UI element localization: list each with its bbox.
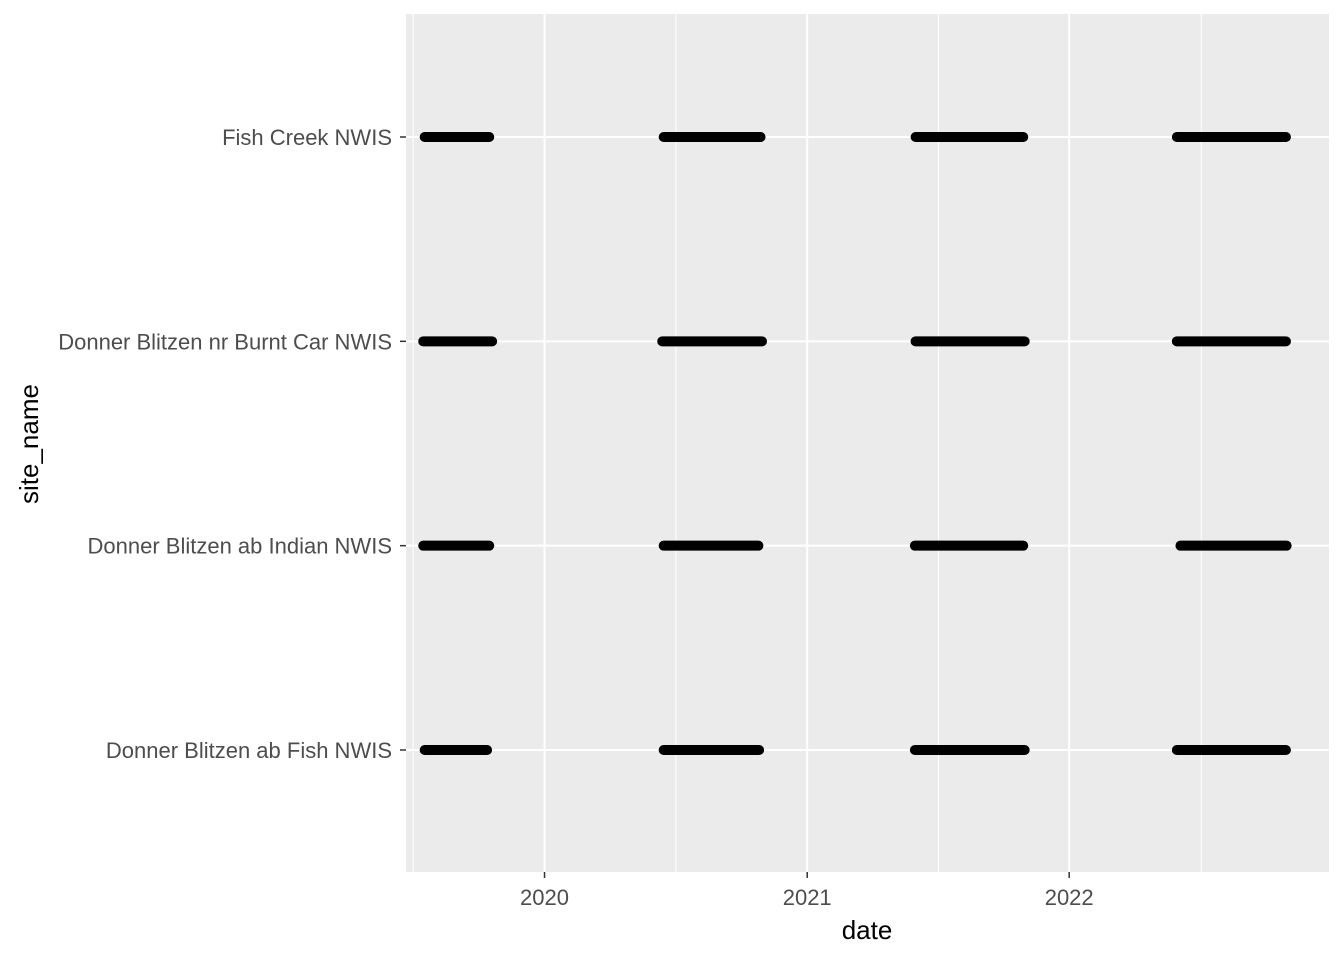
- x-tick-label: 2021: [783, 885, 832, 910]
- x-tick-label: 2020: [520, 885, 569, 910]
- x-tick-label: 2022: [1045, 885, 1094, 910]
- x-axis-title: date: [842, 915, 893, 945]
- plot-panel: [406, 14, 1329, 872]
- axes: Donner Blitzen ab Fish NWIS Donner Blitze…: [58, 125, 1093, 910]
- y-tick-label: Donner Blitzen ab Fish NWIS: [106, 738, 392, 763]
- y-tick-label: Donner Blitzen ab Indian NWIS: [88, 534, 393, 559]
- y-axis-title: site_name: [14, 384, 44, 504]
- data-marks: [418, 132, 1292, 755]
- y-tick-label: Donner Blitzen nr Burnt Car NWIS: [58, 329, 392, 354]
- y-tick-label: Fish Creek NWIS: [222, 125, 392, 150]
- plot-background: [406, 14, 1329, 872]
